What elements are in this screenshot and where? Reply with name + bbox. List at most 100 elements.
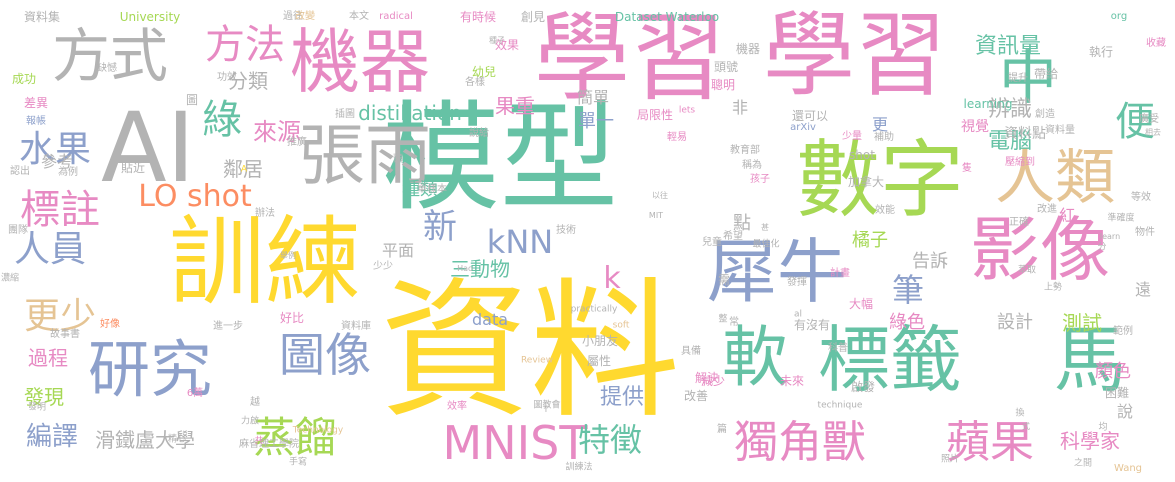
cloud-word: practically	[570, 304, 618, 315]
cloud-word: 非	[731, 98, 749, 117]
cloud-word: 篇	[717, 424, 727, 435]
cloud-word: 中	[998, 44, 1058, 112]
cloud-word: al	[793, 309, 803, 320]
cloud-word: 來源	[253, 118, 301, 146]
cloud-word: 科普	[828, 343, 848, 354]
cloud-word: 資訊量	[974, 34, 1042, 59]
cloud-word: 創見	[520, 10, 546, 24]
cloud-word: 筆	[891, 271, 925, 309]
cloud-word: 技術	[556, 225, 576, 236]
cloud-word: 小朋友	[581, 334, 619, 348]
cloud-word: Hao	[457, 264, 473, 273]
cloud-word: 有時候	[459, 10, 497, 24]
cloud-word: 水果	[18, 129, 92, 170]
cloud-word: 啟發	[850, 380, 876, 394]
cloud-word: 人類	[995, 143, 1115, 213]
cloud-word: 綠色	[889, 312, 925, 333]
cloud-word: 模型	[381, 89, 619, 227]
cloud-word: 好比	[279, 311, 305, 325]
cloud-word: 視覺	[961, 119, 989, 135]
cloud-word: 點	[733, 213, 751, 234]
cloud-word: 換	[1015, 408, 1025, 419]
cloud-word: 少少	[373, 261, 393, 272]
cloud-word: 參考	[40, 152, 74, 171]
cloud-word: 甚	[761, 223, 769, 232]
cloud-word: 各樣	[465, 77, 485, 88]
cloud-word: 孩子	[750, 174, 770, 185]
cloud-word: 顏色	[1095, 361, 1131, 382]
cloud-word: 學習	[534, 2, 726, 114]
cloud-word: 舉例	[280, 251, 296, 260]
cloud-word: 更少	[23, 296, 97, 337]
cloud-word: 鄰居	[223, 157, 263, 181]
cloud-word: soft	[612, 320, 630, 331]
cloud-word: 犀牛	[707, 231, 847, 313]
cloud-word: 效率	[447, 401, 467, 412]
cloud-word: 頭	[393, 154, 403, 165]
cloud-word: 執行	[1088, 45, 1114, 59]
cloud-word: 之間	[1073, 458, 1093, 469]
cloud-word: 便	[1115, 99, 1155, 145]
cloud-word: 分	[1097, 242, 1107, 253]
cloud-word: 測試	[1062, 311, 1102, 335]
cloud-word: 教育部	[730, 145, 760, 156]
cloud-word: 科學家	[1060, 429, 1120, 453]
cloud-word: 綠	[202, 97, 242, 143]
cloud-word: arXiv	[790, 122, 816, 133]
cloud-word: 輕易	[667, 132, 687, 143]
cloud-word: 以往	[652, 191, 668, 200]
cloud-word: MIT	[648, 211, 664, 220]
cloud-word: 辦法	[255, 208, 275, 219]
cloud-word: 軟	[722, 319, 788, 396]
cloud-word: 訓練法	[565, 462, 593, 473]
cloud-word: Review	[520, 355, 554, 366]
cloud-word: 機器	[735, 42, 761, 56]
cloud-word: 設計	[997, 312, 1033, 333]
cloud-word: 範例	[1113, 326, 1133, 337]
cloud-word: 等效	[1131, 192, 1151, 203]
cloud-word: 團隊	[8, 225, 28, 236]
cloud-word: 差異	[23, 96, 49, 110]
cloud-word: 壓縮到	[1005, 157, 1035, 168]
cloud-word: 說	[1116, 402, 1134, 421]
cloud-word: learning	[963, 97, 1013, 111]
cloud-word: 解決	[694, 371, 720, 385]
cloud-word: 相去	[1145, 128, 1161, 137]
cloud-word: 有沒有	[793, 318, 831, 332]
cloud-word: 發現	[24, 385, 64, 409]
cloud-word: kNN	[486, 223, 554, 261]
cloud-word: Dataset Waterloo	[614, 10, 720, 24]
cloud-word: 張雨	[299, 117, 431, 194]
cloud-word: 常	[729, 317, 739, 328]
cloud-word: 蒸餾	[252, 413, 338, 462]
cloud-word: 整	[718, 314, 728, 325]
cloud-word: 平面	[381, 241, 415, 260]
cloud-word: 果重	[495, 94, 535, 118]
cloud-word: 力啟	[240, 416, 260, 427]
cloud-word: 麻省理工學院	[239, 439, 299, 450]
cloud-word: 成功	[11, 72, 37, 86]
cloud-word: technique	[817, 400, 863, 411]
cloud-word: 需	[717, 273, 731, 287]
cloud-word: 獨角獸	[734, 417, 866, 468]
cloud-word: 種類	[402, 179, 438, 200]
cloud-word: 電腦	[987, 129, 1033, 154]
cloud-word: 手寫	[288, 457, 308, 468]
cloud-word: 萃取	[1017, 265, 1037, 276]
cloud-word: 改善	[683, 389, 709, 403]
cloud-word: 缺憾	[97, 63, 117, 74]
cloud-word: 插圖	[335, 109, 355, 120]
cloud-word: Wang	[1113, 463, 1143, 474]
cloud-word: 帶給	[1033, 67, 1059, 81]
cloud-word: AI	[101, 92, 195, 204]
cloud-word: 越	[250, 397, 260, 408]
cloud-word: 精心	[167, 434, 187, 445]
cloud-word: 編譯	[25, 422, 79, 452]
cloud-word: 困難	[1104, 386, 1130, 400]
cloud-word: 貼近	[120, 161, 146, 175]
cloud-word: 橘子	[852, 230, 888, 251]
cloud-word: 分類	[228, 69, 268, 93]
cloud-word: 為例	[58, 167, 78, 178]
cloud-word: 辨識	[987, 97, 1033, 122]
cloud-word: 單樣本	[417, 184, 447, 195]
